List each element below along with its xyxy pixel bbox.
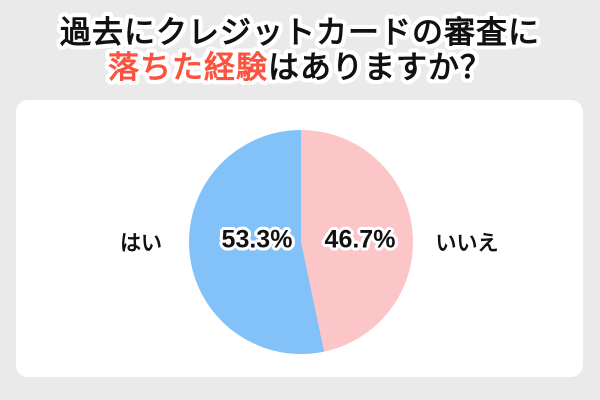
slice-value-yes: 53.3% <box>221 225 293 254</box>
chart-title-line1: 過去にクレジットカードの審査に <box>60 15 540 50</box>
survey-card: 53.3% 46.7% はい いいえ <box>16 100 583 377</box>
pie-chart <box>189 130 413 354</box>
chart-title-line2: 落ちた経験はありますか？ <box>0 50 600 85</box>
chart-title: 過去にクレジットカードの審査に 落ちた経験はありますか？ <box>0 15 600 85</box>
slice-value-no: 46.7% <box>324 225 396 254</box>
category-label-no: いいえ <box>435 232 499 255</box>
chart-title-highlight: 落ちた経験 <box>108 50 268 85</box>
chart-title-line2-rest: はありますか？ <box>268 50 492 85</box>
category-label-yes: はい <box>120 232 162 255</box>
